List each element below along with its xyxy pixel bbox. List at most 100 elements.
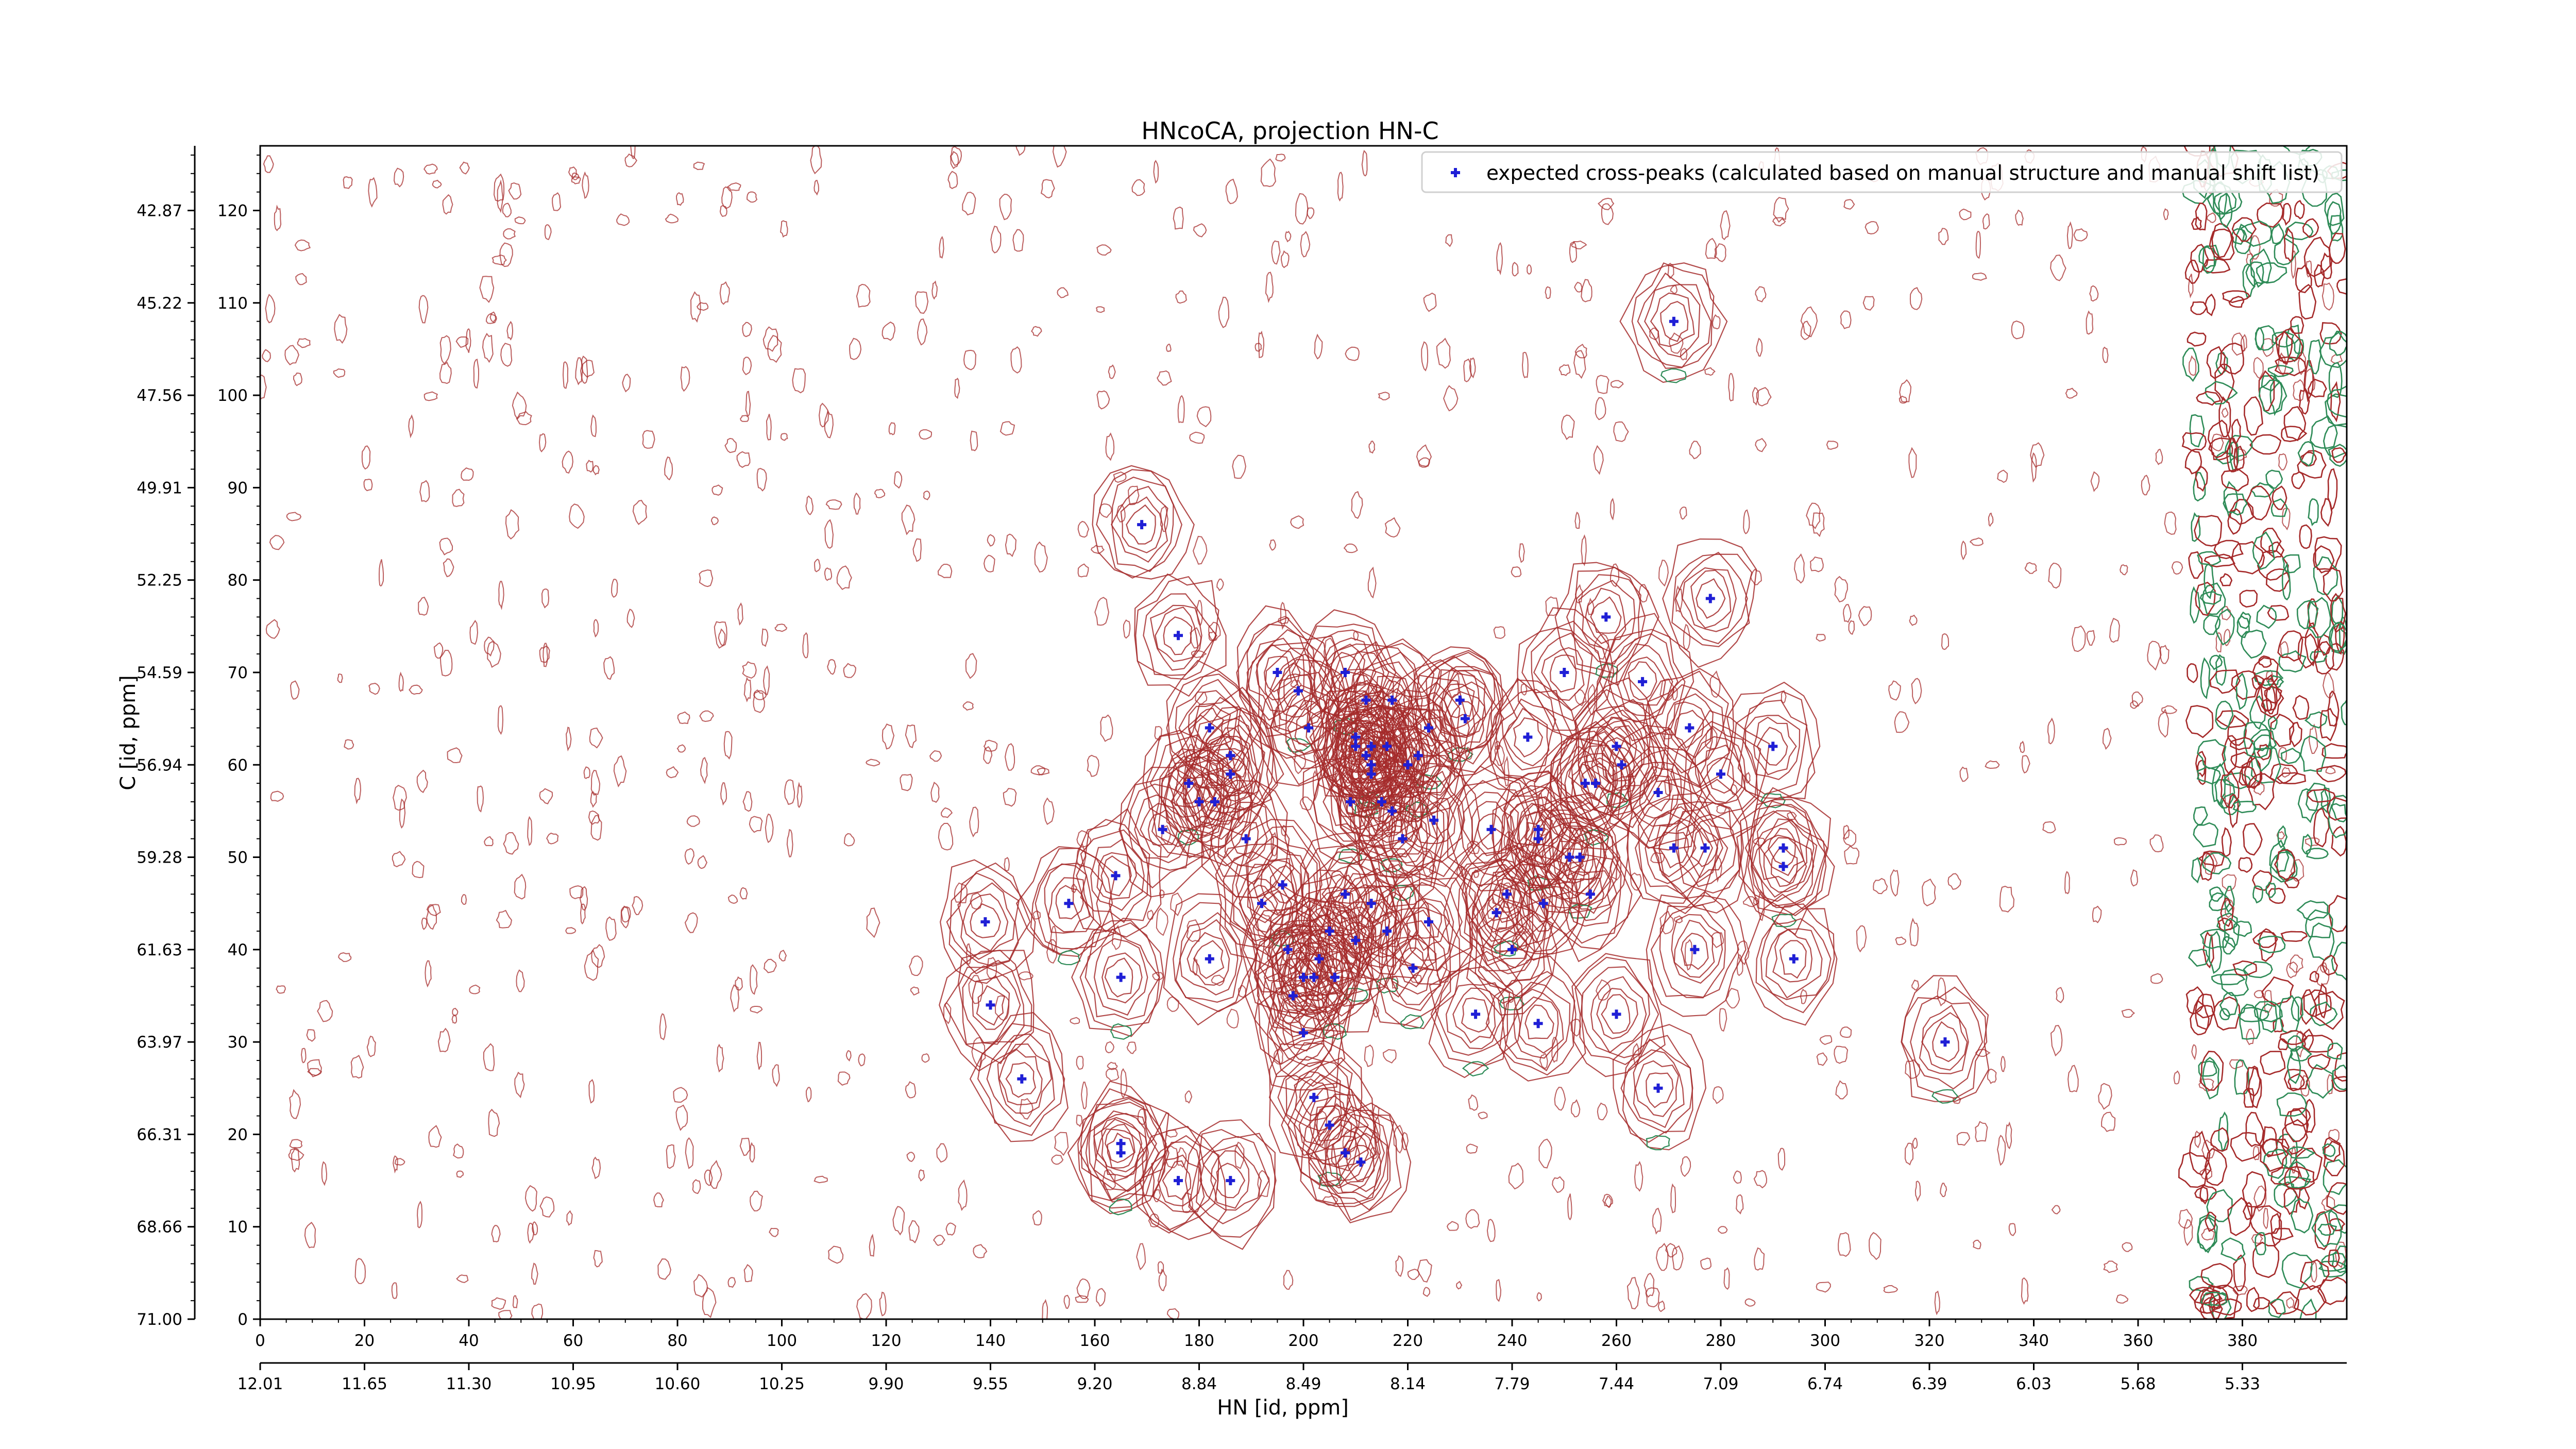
noise-contour: [632, 896, 643, 916]
contour-ring: [1690, 827, 1719, 867]
noise-contour: [1273, 711, 1280, 732]
noise-contour: [2113, 837, 2127, 846]
c-tick-label: 42.87: [137, 202, 182, 221]
contour-ring: [1513, 717, 1544, 758]
noise-contour: [469, 619, 479, 645]
noise-contour: [1157, 370, 1172, 386]
noise-contour: [1076, 1278, 1091, 1300]
contour-ring: [1257, 949, 1328, 1046]
contour-ring: [1590, 976, 1647, 1054]
noise-contour: [514, 216, 526, 225]
noise-contour: [1908, 447, 1917, 478]
noise-contour: [1700, 1257, 1711, 1270]
cross-peak-marker: [1705, 594, 1715, 603]
edge-artifact-contour: [2246, 1065, 2261, 1097]
noise-contour: [1987, 1068, 1997, 1084]
contour-ring: [1552, 818, 1607, 895]
negative-contour: [1646, 1135, 1670, 1151]
noise-contour: [1704, 367, 1716, 376]
noise-contour: [764, 958, 777, 973]
noise-contour: [938, 822, 954, 851]
edge-artifact-contour: [2305, 1099, 2316, 1133]
contour-ring: [1756, 810, 1811, 884]
noise-contour: [1185, 744, 1196, 767]
negative-contour: [1400, 1014, 1425, 1030]
noise-contour: [2005, 1121, 2012, 1150]
noise-contour: [1659, 678, 1675, 701]
noise-contour: [1755, 286, 1767, 302]
edge-artifact-contour: [2257, 744, 2271, 761]
noise-contour: [1638, 584, 1649, 603]
noise-contour: [1567, 1193, 1572, 1221]
peak-contour: [1626, 780, 1723, 915]
edge-artifact-contour: [2249, 434, 2282, 455]
peak-contour: [1334, 736, 1424, 862]
edge-artifact-contour: [2200, 1291, 2228, 1306]
noise-contour: [1463, 358, 1472, 382]
noise-contour: [914, 291, 929, 314]
edge-artifact-contour: [2221, 1237, 2246, 1261]
contour-ring: [998, 1049, 1043, 1105]
cross-peak-marker: [1523, 732, 1533, 742]
noise-contour: [1031, 326, 1042, 337]
cross-peak-marker: [1116, 1139, 1126, 1149]
contour-ring: [1398, 692, 1457, 768]
cross-peak-marker: [1403, 760, 1413, 770]
noise-contour: [1158, 1269, 1167, 1291]
edge-artifact-contour: [2187, 331, 2207, 347]
noise-contour: [1972, 272, 1987, 281]
noise-contour: [1501, 882, 1515, 909]
noise-contour: [426, 904, 441, 916]
noise-contour: [2282, 508, 2291, 531]
edge-artifact-contour: [2323, 566, 2344, 602]
noise-contour: [543, 643, 548, 667]
contour-ring: [1556, 853, 1622, 944]
noise-contour: [439, 361, 452, 384]
contour-ring: [1224, 808, 1268, 867]
noise-contour: [1744, 1298, 1756, 1307]
noise-contour: [1216, 578, 1224, 592]
noise-contour: [1147, 909, 1154, 920]
edge-artifact-contour: [2341, 699, 2347, 726]
contour-ring: [1706, 756, 1735, 794]
contour-ring: [1533, 632, 1593, 712]
noise-contour: [1511, 566, 1522, 578]
edge-artifact-contour: [2243, 721, 2271, 759]
contour-ring: [1134, 573, 1227, 697]
edge-artifact-contour: [2297, 633, 2319, 669]
noise-contour: [1626, 1277, 1640, 1309]
edge-artifact-contour: [2223, 493, 2248, 516]
edge-artifact-contour: [2260, 674, 2278, 712]
peak-contour: [1901, 975, 1990, 1104]
noise-contour: [1754, 1247, 1765, 1271]
edge-artifact-contour: [2265, 469, 2283, 489]
cross-peak-marker: [1653, 788, 1663, 797]
x-tick-label: 140: [975, 1332, 1006, 1350]
edge-artifact-contour: [2262, 1126, 2278, 1158]
edge-artifact-contour: [2264, 685, 2282, 704]
noise-contour: [718, 628, 726, 646]
noise-contour: [2047, 717, 2055, 745]
contour-ring: [1408, 701, 1453, 758]
noise-contour: [933, 1235, 945, 1246]
noise-contour: [1503, 831, 1514, 851]
edge-artifact-contour: [2330, 381, 2341, 423]
contour-ring: [1360, 776, 1403, 832]
contour-ring: [1756, 727, 1788, 766]
noise-contour: [616, 213, 630, 226]
edge-artifact-contour: [2277, 630, 2303, 662]
noise-contour: [1192, 956, 1198, 976]
edge-artifact-contour: [2256, 678, 2284, 718]
noise-contour: [1787, 812, 1797, 820]
edge-artifact-contour: [2215, 710, 2249, 728]
noise-contour: [958, 1179, 968, 1211]
contour-ring: [1533, 801, 1618, 907]
noise-contour: [1554, 1087, 1566, 1111]
noise-contour: [965, 943, 971, 965]
noise-contour: [675, 192, 684, 206]
edge-artifact-contour: [2283, 1069, 2309, 1091]
noise-contour: [469, 984, 481, 995]
chart-title: HNcoCA, projection HN-C: [1141, 117, 1438, 145]
contour-ring: [1566, 567, 1646, 675]
noise-contour: [664, 456, 673, 481]
